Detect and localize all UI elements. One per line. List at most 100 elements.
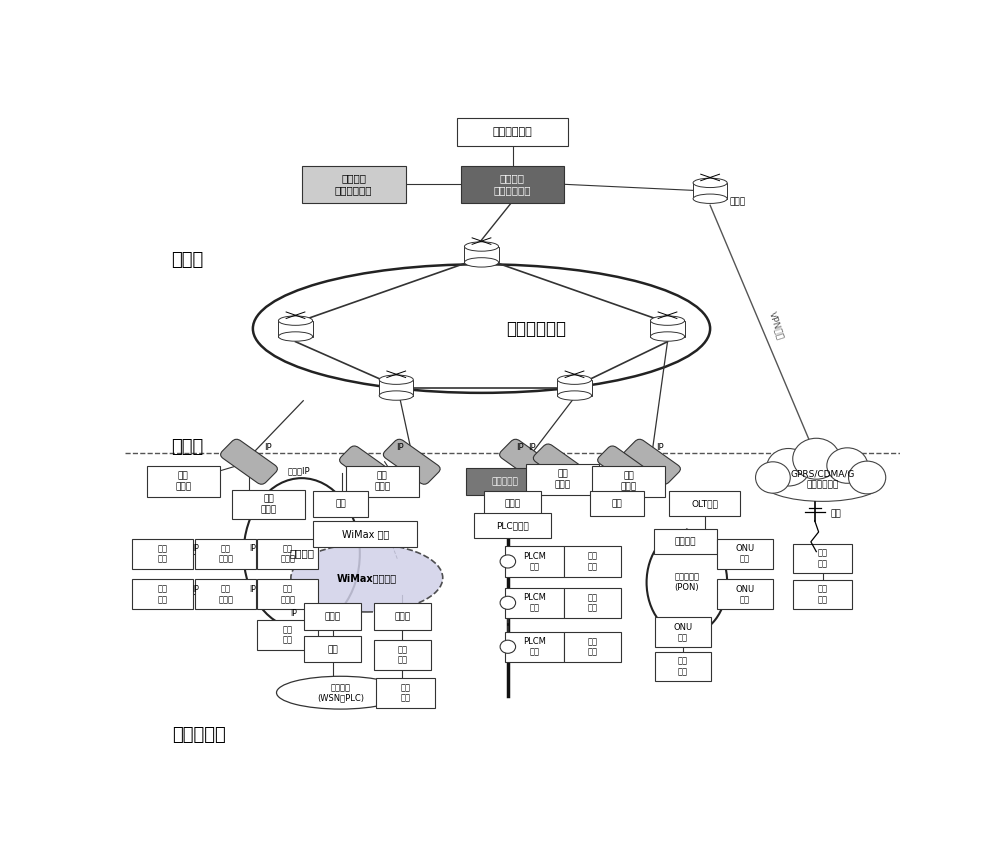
Text: PLCM
设备: PLCM 设备 [523, 637, 546, 656]
Text: 父机: 父机 [612, 499, 622, 509]
Bar [464, 246, 499, 262]
Bar [379, 380, 413, 395]
FancyBboxPatch shape [654, 529, 717, 555]
Text: 配网通信
综合网管系统: 配网通信 综合网管系统 [335, 174, 372, 195]
FancyBboxPatch shape [257, 538, 318, 568]
Text: IP: IP [249, 584, 256, 594]
Ellipse shape [756, 462, 790, 493]
FancyBboxPatch shape [533, 444, 585, 485]
Text: IP: IP [528, 443, 536, 452]
Text: ONU
设备: ONU 设备 [735, 544, 755, 563]
Text: PLCM
设备: PLCM 设备 [523, 552, 546, 571]
FancyBboxPatch shape [655, 617, 711, 648]
Text: 配电
终端: 配电 终端 [397, 645, 407, 665]
Circle shape [500, 640, 516, 653]
Text: PLC主设备: PLC主设备 [496, 521, 529, 530]
FancyBboxPatch shape [564, 588, 621, 618]
FancyBboxPatch shape [564, 546, 621, 577]
FancyBboxPatch shape [257, 579, 318, 609]
Text: 用户站: 用户站 [325, 612, 341, 621]
Text: 配用电终端: 配用电终端 [172, 726, 226, 745]
Ellipse shape [827, 448, 868, 483]
Text: WiMax无线专网: WiMax无线专网 [337, 573, 397, 583]
Text: 通信管理机: 通信管理机 [491, 477, 518, 486]
Ellipse shape [253, 264, 710, 393]
FancyBboxPatch shape [221, 440, 277, 484]
FancyBboxPatch shape [457, 118, 568, 146]
Text: 子站
处理机: 子站 处理机 [175, 472, 191, 491]
Bar [693, 183, 727, 199]
Circle shape [500, 596, 516, 609]
FancyBboxPatch shape [505, 546, 564, 577]
Ellipse shape [291, 544, 443, 612]
Ellipse shape [693, 194, 727, 204]
Text: 基站: 基站 [830, 509, 841, 518]
Text: 配电
终端: 配电 终端 [818, 584, 828, 604]
FancyBboxPatch shape [313, 491, 368, 517]
FancyBboxPatch shape [505, 588, 564, 618]
Text: 放大: 放大 [327, 645, 338, 653]
Text: 核心层: 核心层 [171, 250, 203, 268]
Text: VPN专线: VPN专线 [767, 310, 785, 341]
FancyBboxPatch shape [132, 538, 193, 568]
Text: 子站
处理机: 子站 处理机 [374, 472, 390, 491]
Ellipse shape [244, 478, 360, 629]
Text: IP: IP [516, 443, 524, 452]
FancyBboxPatch shape [717, 579, 773, 609]
Text: 无线
终端: 无线 终端 [818, 549, 828, 568]
Text: 配网通信
综合接入平台: 配网通信 综合接入平台 [494, 174, 531, 195]
FancyBboxPatch shape [461, 166, 564, 203]
FancyBboxPatch shape [717, 538, 773, 568]
Text: IP: IP [265, 443, 272, 452]
Text: 配电
终端: 配电 终端 [587, 552, 597, 571]
FancyBboxPatch shape [195, 538, 256, 568]
Text: 子站
处理机: 子站 处理机 [621, 472, 637, 491]
FancyBboxPatch shape [147, 466, 220, 497]
Ellipse shape [650, 331, 685, 341]
FancyBboxPatch shape [302, 166, 406, 203]
FancyBboxPatch shape [655, 652, 711, 681]
Text: GPRS/CDMA/G
无线通信网络: GPRS/CDMA/G 无线通信网络 [790, 469, 855, 489]
FancyBboxPatch shape [376, 677, 435, 708]
Ellipse shape [849, 461, 886, 494]
Text: 配电
终端: 配电 终端 [587, 593, 597, 613]
FancyBboxPatch shape [564, 631, 621, 662]
Ellipse shape [761, 460, 885, 501]
Text: IP: IP [192, 544, 199, 553]
Ellipse shape [767, 448, 810, 486]
FancyBboxPatch shape [257, 620, 318, 650]
Text: 工业
以太网: 工业 以太网 [218, 544, 233, 563]
FancyBboxPatch shape [793, 544, 852, 573]
FancyBboxPatch shape [340, 446, 391, 486]
Text: 父机: 父机 [335, 499, 346, 509]
FancyBboxPatch shape [374, 603, 431, 630]
FancyBboxPatch shape [304, 603, 361, 630]
Text: 子站
处理机: 子站 处理机 [555, 469, 571, 489]
Text: 工业
以太网: 工业 以太网 [260, 495, 276, 514]
Text: IP: IP [656, 443, 664, 452]
FancyBboxPatch shape [232, 490, 305, 519]
Ellipse shape [464, 242, 499, 251]
Text: WiMax 基站: WiMax 基站 [342, 529, 389, 539]
Circle shape [500, 555, 516, 568]
FancyBboxPatch shape [624, 440, 680, 484]
Text: 配电
终端: 配电 终端 [157, 584, 167, 604]
Ellipse shape [793, 438, 840, 479]
FancyBboxPatch shape [526, 464, 599, 494]
Ellipse shape [647, 530, 727, 635]
Ellipse shape [650, 316, 685, 325]
Text: 配电主站系统: 配电主站系统 [493, 127, 532, 137]
Text: 配电
终端: 配电 终端 [157, 544, 167, 563]
Text: 接入层: 接入层 [171, 438, 203, 456]
Ellipse shape [379, 391, 413, 400]
FancyBboxPatch shape [474, 513, 551, 538]
FancyBboxPatch shape [374, 640, 431, 670]
Text: 配电
终端: 配电 终端 [678, 657, 688, 676]
Text: IP: IP [396, 443, 404, 452]
FancyBboxPatch shape [304, 636, 361, 663]
FancyBboxPatch shape [132, 579, 193, 609]
Ellipse shape [693, 178, 727, 187]
FancyBboxPatch shape [592, 466, 665, 497]
Text: 局电网络
(WSN、PLC): 局电网络 (WSN、PLC) [317, 683, 364, 702]
FancyBboxPatch shape [505, 631, 564, 662]
